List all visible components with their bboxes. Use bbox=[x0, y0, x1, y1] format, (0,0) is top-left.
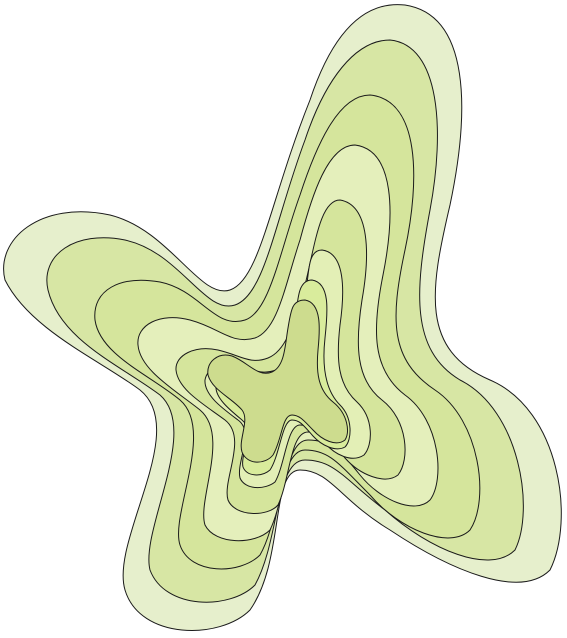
contour-bands bbox=[3, 4, 562, 631]
band-8-core bbox=[207, 299, 348, 463]
